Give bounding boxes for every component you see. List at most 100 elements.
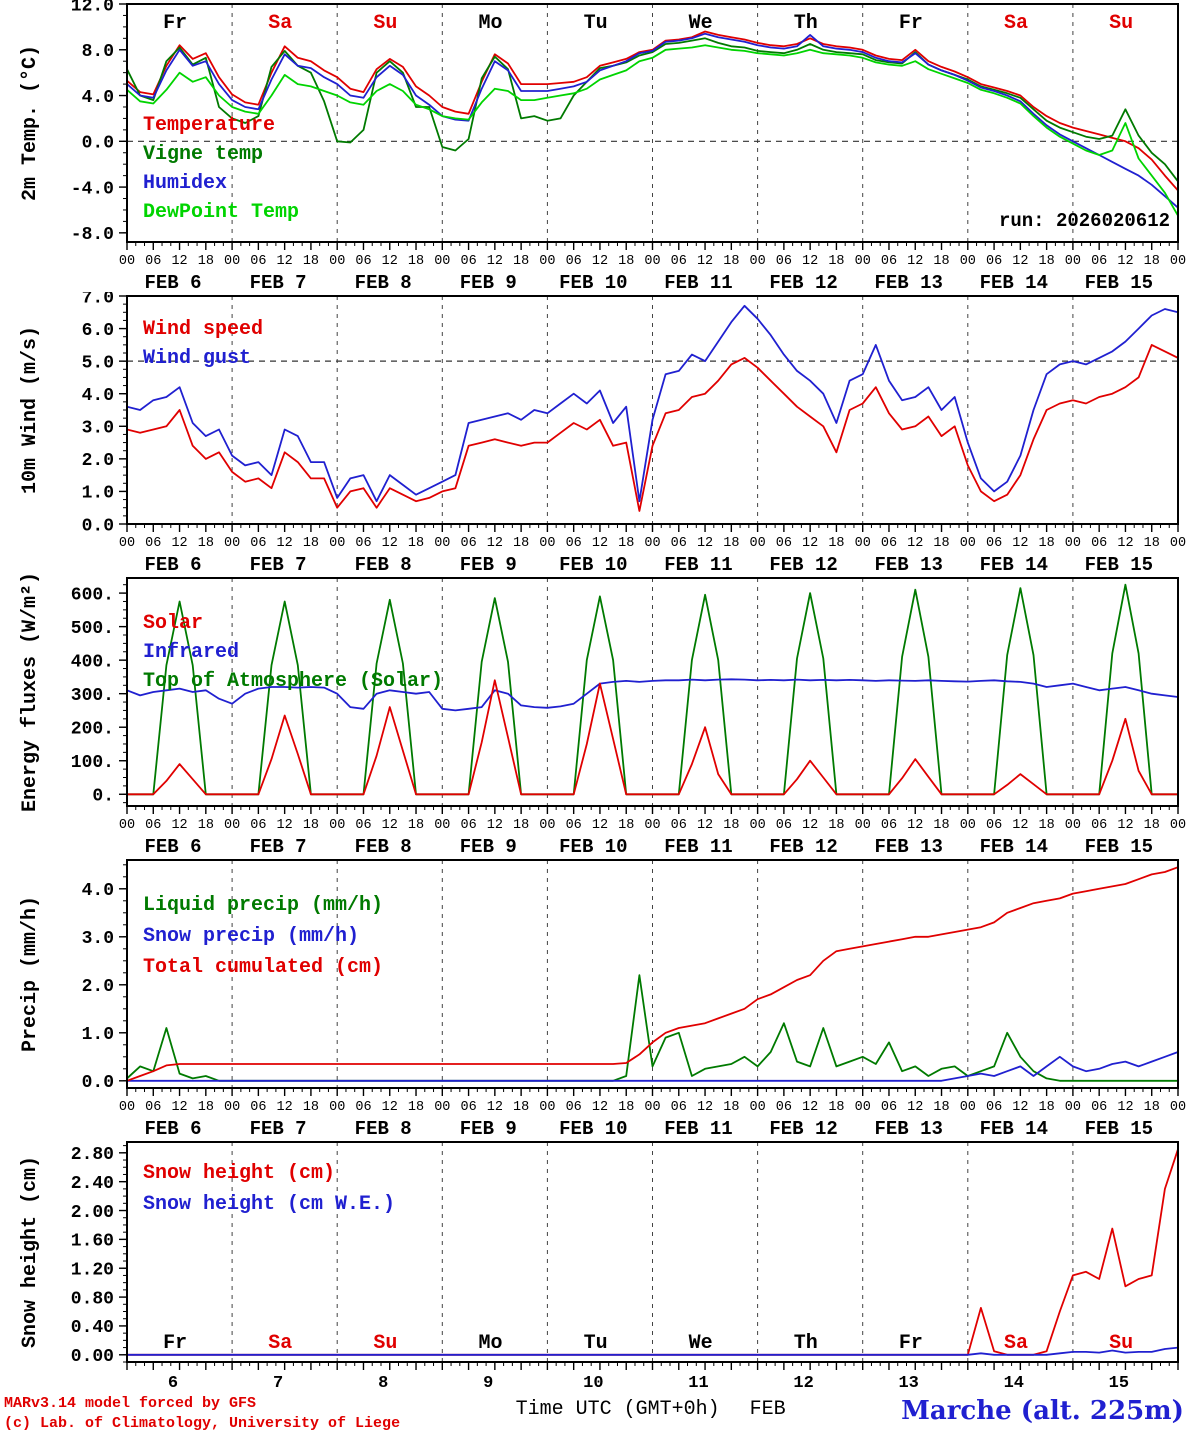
hour-label: 18 <box>303 254 319 269</box>
date-label: FEB 6 <box>144 836 201 856</box>
precip-panel: 4.0 3.0 2.0 1.0 0.0 Precip (mm/h) 00 06 12 18 00 06… <box>19 859 1186 1138</box>
legend-temp-2: Humidex <box>143 172 227 195</box>
date-label: FEB 11 <box>664 554 732 574</box>
hour-label: 18 <box>1039 254 1055 269</box>
legend-temp-1: Vigne temp <box>143 143 263 166</box>
date-label: FEB 14 <box>980 1118 1048 1138</box>
hour-label: 00 <box>960 818 976 833</box>
hour-label: 00 <box>224 536 240 551</box>
hour-label: 06 <box>881 254 897 269</box>
hour-label: 06 <box>145 818 161 833</box>
hour-label: 06 <box>460 536 476 551</box>
y-axis-title: 2m Temp. (°C) <box>19 45 42 201</box>
daynum-label: 8 <box>378 1374 388 1392</box>
hour-label: 12 <box>592 818 608 833</box>
hour-label: 00 <box>1170 254 1186 269</box>
hour-label: 00 <box>855 1100 871 1115</box>
y-tick-label: 2.40 <box>71 1174 114 1194</box>
y-tick-label: 400. <box>71 652 114 672</box>
hour-label: 12 <box>802 818 818 833</box>
daynum-label: 9 <box>483 1374 493 1392</box>
legend-temp-0: Temperature <box>143 114 275 137</box>
date-label: FEB 12 <box>769 554 837 574</box>
hour-label: 00 <box>855 818 871 833</box>
date-label: FEB 15 <box>1085 1118 1153 1138</box>
hour-label: 06 <box>460 818 476 833</box>
hour-label: 00 <box>1065 1100 1081 1115</box>
daynum-label: 6 <box>168 1374 178 1392</box>
hour-label: 00 <box>960 254 976 269</box>
hour-label: 18 <box>408 1100 424 1115</box>
month-label: FEB <box>749 1398 786 1421</box>
date-label: FEB 12 <box>769 836 837 856</box>
hour-label: 18 <box>513 1100 529 1115</box>
hour-label: 06 <box>355 1100 371 1115</box>
hour-label: 18 <box>303 818 319 833</box>
hour-label: 06 <box>1091 254 1107 269</box>
daynum-label: 10 <box>583 1374 603 1392</box>
date-label: FEB 6 <box>144 1118 201 1138</box>
y-tick-label: 0.0 <box>82 134 114 154</box>
date-label: FEB 6 <box>144 272 201 292</box>
daynum-label: 13 <box>898 1374 918 1392</box>
hour-label: 06 <box>250 536 266 551</box>
hour-label: 12 <box>592 254 608 269</box>
dewpoint-temp-line <box>127 44 1178 217</box>
hour-label: 00 <box>539 818 555 833</box>
weekday-label: We <box>689 12 713 35</box>
weekday-label: Su <box>1109 12 1133 35</box>
date-label: FEB 14 <box>980 554 1048 574</box>
hour-label: 12 <box>487 536 503 551</box>
date-label: FEB 9 <box>460 272 517 292</box>
hour-label: 06 <box>671 254 687 269</box>
hour-label: 06 <box>881 818 897 833</box>
humidex-line <box>127 32 1178 209</box>
energy-flux-panel: 600. 500. 400. 300. 200. 100. 0. Energy fluxes … <box>19 574 1186 856</box>
plot-frame <box>126 295 1179 525</box>
hour-label: 00 <box>434 536 450 551</box>
date-label: FEB 8 <box>355 836 412 856</box>
hour-label: 06 <box>881 536 897 551</box>
hour-label: 06 <box>355 818 371 833</box>
hour-label: 12 <box>1117 254 1133 269</box>
y-tick-label: 5.0 <box>82 353 114 373</box>
hour-label: 12 <box>697 818 713 833</box>
daynum-label: 11 <box>688 1374 708 1392</box>
legend-temp-3: DewPoint Temp <box>143 201 299 224</box>
hour-label: 00 <box>960 536 976 551</box>
hour-label: 00 <box>644 536 660 551</box>
hour-label: 00 <box>960 1100 976 1115</box>
hour-label: 18 <box>618 1100 634 1115</box>
hour-label: 00 <box>119 818 135 833</box>
hour-label: 18 <box>408 254 424 269</box>
hour-label: 06 <box>250 254 266 269</box>
hour-label: 18 <box>933 254 949 269</box>
hour-label: 06 <box>671 818 687 833</box>
date-label: FEB 12 <box>769 272 837 292</box>
wind-panel: 7.0 6.0 5.0 4.0 3.0 2.0 1.0 0.0 10m Wind (m/s) 00… <box>19 292 1186 574</box>
hour-label: 18 <box>513 536 529 551</box>
hour-label: 06 <box>250 818 266 833</box>
hour-label: 06 <box>566 536 582 551</box>
y-tick-label: 100. <box>71 753 114 773</box>
hour-label: 12 <box>171 818 187 833</box>
hour-label: 18 <box>1039 818 1055 833</box>
hour-label: 12 <box>907 536 923 551</box>
hour-label: 12 <box>802 254 818 269</box>
hour-label: 18 <box>198 1100 214 1115</box>
date-label: FEB 9 <box>460 836 517 856</box>
total-cumulated-line <box>127 866 1178 1082</box>
snow-height-we-line <box>127 1346 1178 1356</box>
date-label: FEB 11 <box>664 272 732 292</box>
hour-label: 18 <box>198 818 214 833</box>
date-label: FEB 14 <box>980 836 1048 856</box>
y-tick-label: 4.0 <box>82 881 114 901</box>
hour-label: 12 <box>382 536 398 551</box>
date-label: FEB 8 <box>355 554 412 574</box>
credits: MARv3.14 model forced by GFS (c) Lab. of… <box>4 1394 400 1435</box>
hour-label: 12 <box>382 1100 398 1115</box>
hour-label: 18 <box>1144 1100 1160 1115</box>
date-label: FEB 10 <box>559 836 627 856</box>
date-label: FEB 9 <box>460 1118 517 1138</box>
hour-label: 00 <box>434 254 450 269</box>
